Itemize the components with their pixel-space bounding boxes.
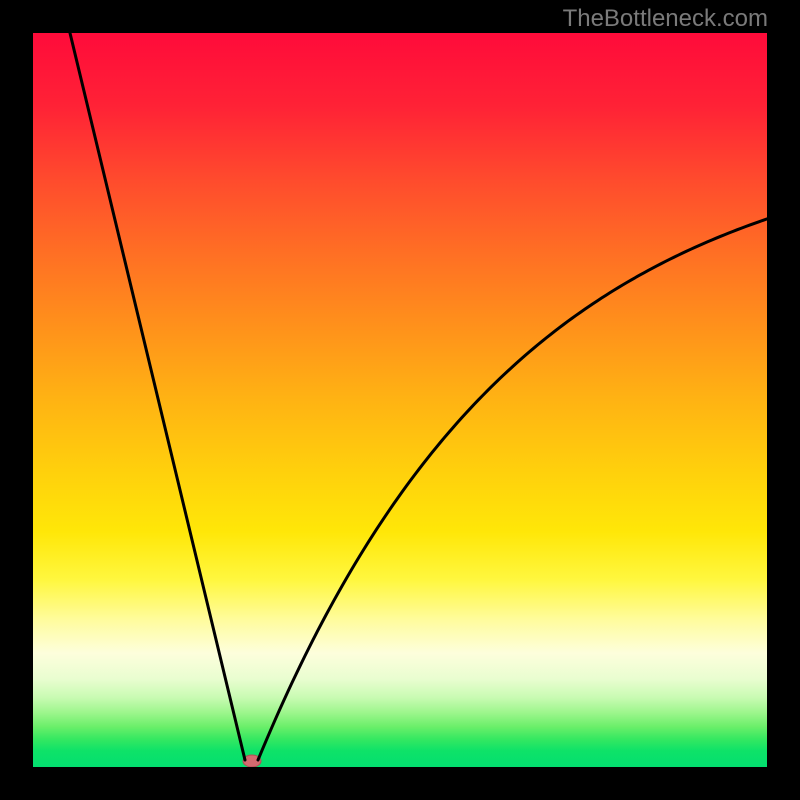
plot-background-gradient: [33, 33, 767, 767]
chart-svg: [0, 0, 800, 800]
watermark-text: TheBottleneck.com: [563, 5, 768, 33]
